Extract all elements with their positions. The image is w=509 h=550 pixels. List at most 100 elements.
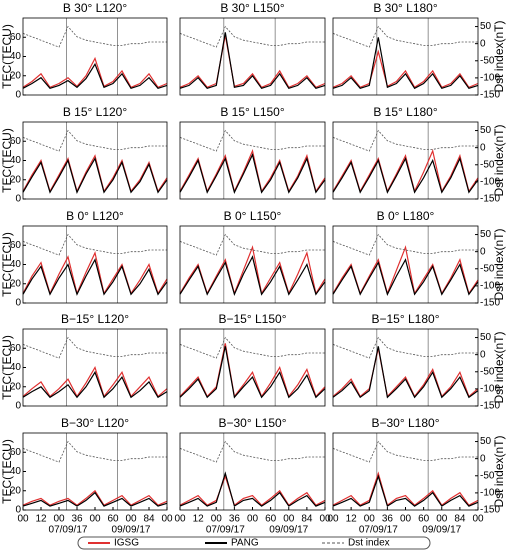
y2-tick-label: 0: [480, 349, 486, 360]
tec-line: [332, 346, 479, 399]
x-tick-label: 36: [229, 514, 241, 525]
y-tick-label: 40: [10, 362, 22, 373]
x-tick-label: 00: [17, 514, 29, 525]
y2-tick-label: 0: [480, 38, 486, 49]
y-tick-label: 0: [15, 401, 21, 412]
x-tick-label: 00: [89, 514, 101, 525]
panel-frame: [179, 17, 326, 96]
y-tick-label: 60: [10, 343, 22, 354]
panel-title: B 0° L180°: [377, 209, 435, 223]
tec-line: [179, 255, 326, 297]
date-label: 09/09/17: [269, 525, 308, 536]
legend-label: Dst index: [348, 538, 390, 549]
y-tick-label: 60: [10, 447, 22, 458]
y2-axis-label: Dst index(nT): [492, 228, 506, 300]
x-tick-label: 00: [211, 514, 223, 525]
y2-tick-label: -100: [480, 488, 500, 499]
y2-tick-label: -100: [480, 384, 500, 395]
panel-frame: [332, 17, 479, 96]
x-tick-label: 00: [247, 514, 259, 525]
date-label: 07/09/17: [49, 525, 88, 536]
x-tick-label: 00: [400, 514, 412, 525]
dst-line: [22, 129, 167, 152]
y2-axis-label: Dst index(nT): [492, 124, 506, 196]
tec-line: [332, 49, 479, 89]
tec-line: [22, 491, 168, 507]
tec-line: [179, 35, 326, 89]
panel-title: B 30° L120°: [63, 1, 128, 15]
y2-tick-label: 0: [480, 453, 486, 464]
x-tick-label: 00: [364, 514, 376, 525]
x-tick-label: 00: [319, 514, 331, 525]
y-axis-label: TEC(TECU): [0, 128, 14, 193]
panel-frame: [332, 328, 479, 407]
panel-title: B−30° L120°: [61, 416, 129, 430]
tec-line: [179, 471, 326, 508]
y2-tick-label: 0: [480, 142, 486, 153]
y-axis-label: TEC(TECU): [0, 439, 14, 504]
panel-frame: [179, 121, 326, 200]
panel-title: B 0° L150°: [224, 209, 282, 223]
y2-tick-label: -50: [480, 470, 495, 481]
x-tick-label: 36: [71, 514, 83, 525]
y2-tick-label: 50: [480, 229, 492, 240]
x-tick-label: 00: [436, 514, 448, 525]
tec-line: [179, 343, 326, 398]
panel-frame: [22, 432, 168, 511]
dst-line: [332, 129, 478, 152]
y2-tick-label: 0: [480, 246, 486, 257]
tec-line: [332, 37, 479, 90]
dst-line: [179, 129, 325, 152]
x-tick-label: 60: [265, 514, 277, 525]
panel-title: B−15° L180°: [372, 312, 440, 326]
y-tick-label: 60: [10, 32, 22, 43]
y-tick-label: 20: [10, 485, 22, 496]
dst-line: [22, 233, 167, 256]
y2-tick-label: 50: [480, 21, 492, 32]
x-tick-label: 84: [301, 514, 313, 525]
y-tick-label: 40: [10, 259, 22, 270]
panel-frame: [22, 225, 168, 304]
y2-tick-label: -50: [480, 55, 495, 66]
x-tick-label: 00: [472, 514, 484, 525]
panel-frame: [179, 328, 326, 407]
tec-line: [22, 157, 168, 194]
y2-tick-label: -50: [480, 263, 495, 274]
tec-line: [332, 156, 479, 194]
panel-frame: [179, 225, 326, 304]
x-tick-label: 00: [125, 514, 137, 525]
date-label: 07/09/17: [359, 525, 398, 536]
panel-title: B 0° L120°: [66, 209, 124, 223]
y-tick-label: 0: [15, 505, 21, 516]
y2-tick-label: 50: [480, 125, 492, 136]
panel-title: B−30° L150°: [219, 416, 287, 430]
dst-line: [22, 336, 167, 359]
date-label: 09/09/17: [112, 525, 151, 536]
legend-label: PANG: [231, 538, 259, 549]
y-tick-label: 40: [10, 466, 22, 477]
y2-tick-label: 50: [480, 332, 492, 343]
panel-frame: [332, 121, 479, 200]
tec-line: [332, 258, 479, 296]
y-tick-label: 0: [15, 90, 21, 101]
panel-title: B−30° L180°: [372, 416, 440, 430]
panel-title: B 15° L120°: [63, 105, 128, 119]
tec-line: [332, 348, 479, 398]
x-tick-label: 00: [174, 514, 186, 525]
y-axis-label: TEC(TECU): [0, 24, 14, 89]
x-tick-label: 12: [193, 514, 205, 525]
y-tick-label: 20: [10, 174, 22, 185]
dst-line: [22, 440, 167, 463]
y-tick-label: 20: [10, 381, 22, 392]
panel-frame: [22, 17, 168, 96]
x-tick-label: 12: [346, 514, 358, 525]
panel-title: B−15° L150°: [219, 312, 287, 326]
y2-tick-label: -50: [480, 366, 495, 377]
tec-line: [332, 474, 479, 508]
x-tick-label: 00: [53, 514, 65, 525]
y2-tick-label: -150: [480, 90, 500, 101]
x-tick-label: 60: [107, 514, 119, 525]
tec-line: [332, 148, 479, 194]
y2-axis-label: Dst index(nT): [492, 331, 506, 403]
